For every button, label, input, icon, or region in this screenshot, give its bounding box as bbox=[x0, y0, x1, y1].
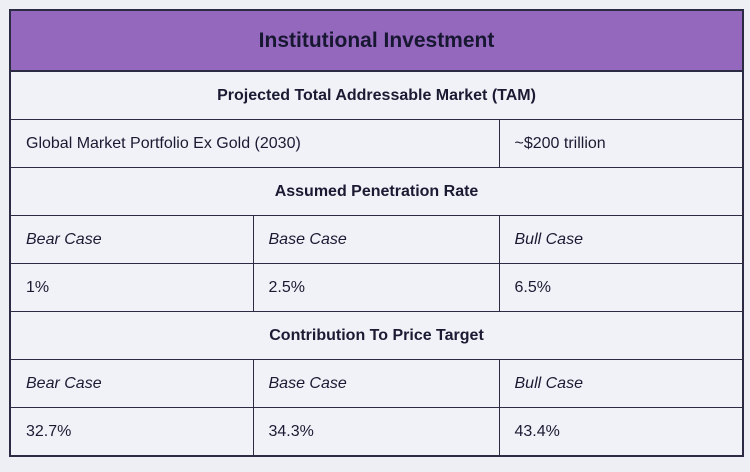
contribution-base-case-value: 34.3% bbox=[252, 407, 500, 457]
table-row: Contribution To Price Target bbox=[9, 311, 744, 360]
contribution-bull-case-label: Bull Case bbox=[498, 359, 744, 408]
contribution-bear-case-label: Bear Case bbox=[9, 359, 254, 408]
tam-row-label: Global Market Portfolio Ex Gold (2030) bbox=[9, 119, 500, 168]
institutional-investment-table: Institutional Investment Projected Total… bbox=[9, 9, 745, 457]
table-row: Bear Case Base Case Bull Case bbox=[9, 359, 744, 408]
table-row: 32.7% 34.3% 43.4% bbox=[9, 407, 744, 457]
penetration-bear-case-value: 1% bbox=[9, 263, 254, 312]
section-heading-penetration: Assumed Penetration Rate bbox=[9, 167, 744, 216]
penetration-bull-case-value: 6.5% bbox=[498, 263, 744, 312]
penetration-bear-case-label: Bear Case bbox=[9, 215, 254, 264]
penetration-base-case-label: Base Case bbox=[252, 215, 500, 264]
table-row: Global Market Portfolio Ex Gold (2030) ~… bbox=[9, 119, 744, 168]
penetration-base-case-value: 2.5% bbox=[252, 263, 500, 312]
penetration-bull-case-label: Bull Case bbox=[498, 215, 744, 264]
table-row: Institutional Investment bbox=[9, 9, 744, 72]
section-heading-contribution: Contribution To Price Target bbox=[9, 311, 744, 360]
tam-row-value: ~$200 trillion bbox=[498, 119, 744, 168]
contribution-bull-case-value: 43.4% bbox=[498, 407, 744, 457]
contribution-base-case-label: Base Case bbox=[252, 359, 500, 408]
table-row: Assumed Penetration Rate bbox=[9, 167, 744, 216]
section-heading-tam: Projected Total Addressable Market (TAM) bbox=[9, 70, 744, 120]
table-title: Institutional Investment bbox=[9, 9, 744, 72]
table-row: Bear Case Base Case Bull Case bbox=[9, 215, 744, 264]
table-row: 1% 2.5% 6.5% bbox=[9, 263, 744, 312]
table-row: Projected Total Addressable Market (TAM) bbox=[9, 70, 744, 120]
contribution-bear-case-value: 32.7% bbox=[9, 407, 254, 457]
